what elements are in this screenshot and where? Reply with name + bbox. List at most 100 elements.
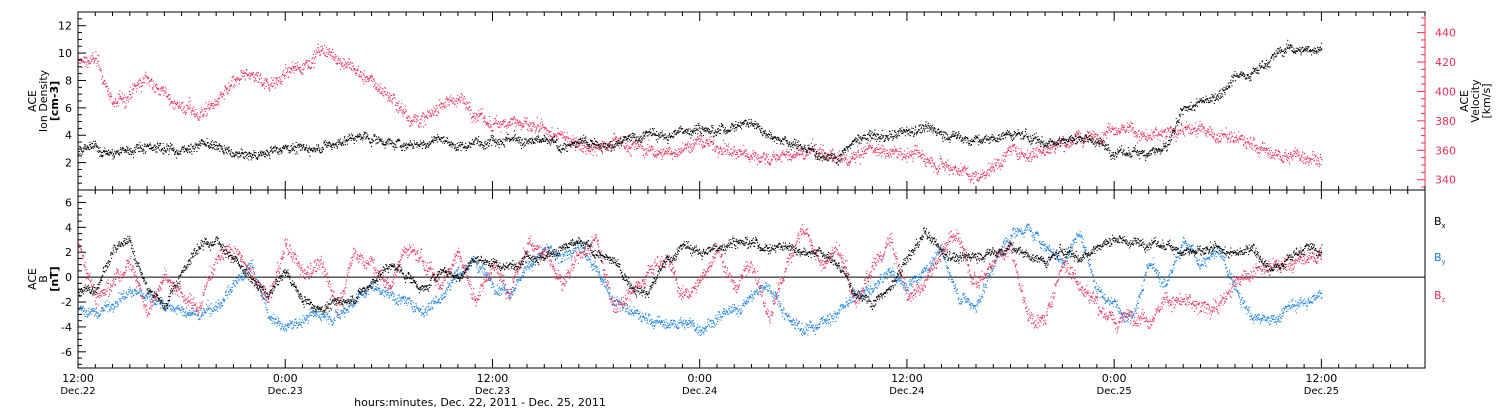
velocity-point (1061, 138, 1063, 140)
velocity-point (688, 146, 690, 148)
velocity-point (421, 118, 423, 120)
velocity-point (629, 147, 631, 149)
velocity-point (121, 97, 123, 99)
velocity-point (635, 143, 637, 145)
density-point (188, 145, 190, 147)
velocity-point (789, 154, 791, 156)
velocity-point (209, 106, 211, 108)
velocity-point (382, 93, 384, 95)
density-point (533, 142, 535, 144)
velocity-point (1281, 159, 1283, 161)
velocity-point (1235, 136, 1237, 138)
velocity-point (1069, 145, 1071, 147)
density-point (586, 141, 588, 143)
velocity-point (693, 145, 695, 147)
density-point (185, 149, 187, 151)
density-point (164, 150, 166, 152)
velocity-point (1080, 136, 1082, 138)
density-point (591, 141, 593, 143)
velocity-point (1173, 127, 1175, 129)
velocity-point (379, 92, 381, 94)
velocity-point (1273, 154, 1275, 156)
velocity-point (901, 159, 903, 161)
density-point (190, 143, 192, 145)
velocity-point (720, 153, 722, 155)
velocity-point (1264, 151, 1266, 153)
velocity-point (583, 151, 585, 153)
velocity-point (700, 134, 702, 136)
velocity-point (628, 148, 630, 150)
density-point (220, 145, 222, 147)
velocity-point (758, 162, 760, 164)
velocity-point (913, 152, 915, 154)
velocity-point (1012, 144, 1014, 146)
density-point (295, 147, 297, 149)
density-point (222, 150, 224, 152)
density-point (419, 143, 421, 145)
density-point (564, 144, 566, 146)
density-point (139, 141, 141, 143)
velocity-point (1195, 134, 1197, 136)
density-point (491, 134, 493, 136)
velocity-point (1182, 132, 1184, 134)
velocity-point (877, 152, 879, 154)
density-point (303, 149, 305, 151)
velocity-point (89, 62, 91, 64)
velocity-point (904, 150, 906, 152)
density-point (283, 146, 285, 148)
density-point (343, 139, 345, 141)
density-point (396, 140, 398, 142)
velocity-point (1015, 148, 1017, 150)
velocity-point (762, 154, 764, 156)
velocity-point (145, 71, 147, 73)
velocity-point (1020, 150, 1022, 152)
density-point (503, 144, 505, 146)
velocity-point (1315, 163, 1317, 165)
density-point (270, 150, 272, 152)
density-point (469, 143, 471, 145)
velocity-point (1202, 128, 1204, 130)
density-point (430, 141, 432, 143)
velocity-point (228, 82, 230, 84)
density-point (261, 150, 263, 152)
density-point (303, 144, 305, 146)
velocity-point (889, 148, 891, 150)
velocity-point (154, 91, 156, 93)
density-point (337, 146, 339, 148)
velocity-point (215, 103, 217, 105)
density-point (230, 151, 232, 153)
density-point (529, 142, 531, 144)
density-point (493, 139, 495, 141)
velocity-point (1221, 133, 1223, 135)
velocity-point (802, 153, 804, 155)
velocity-point (1197, 133, 1199, 135)
velocity-point (205, 102, 207, 104)
density-point (89, 148, 91, 150)
density-point (270, 146, 272, 148)
density-point (599, 147, 601, 149)
density-point (94, 140, 96, 142)
density-point (357, 136, 359, 138)
velocity-point (233, 83, 235, 85)
velocity-point (472, 115, 474, 117)
velocity-point (729, 153, 731, 155)
density-point (113, 157, 115, 159)
density-point (511, 139, 513, 141)
velocity-point (130, 94, 132, 96)
velocity-point (141, 85, 143, 87)
density-point (101, 151, 103, 153)
velocity-point (795, 153, 797, 155)
density-point (459, 144, 461, 146)
velocity-point (1258, 153, 1260, 155)
velocity-point (1263, 147, 1265, 149)
velocity-point (714, 146, 716, 148)
density-point (564, 149, 566, 151)
velocity-point (779, 156, 781, 158)
density-point (479, 145, 481, 147)
velocity-point (1082, 145, 1084, 147)
density-point (350, 137, 352, 139)
velocity-point (1135, 135, 1137, 137)
velocity-point (1211, 136, 1213, 138)
density-point (601, 150, 603, 152)
velocity-point (1006, 155, 1008, 157)
